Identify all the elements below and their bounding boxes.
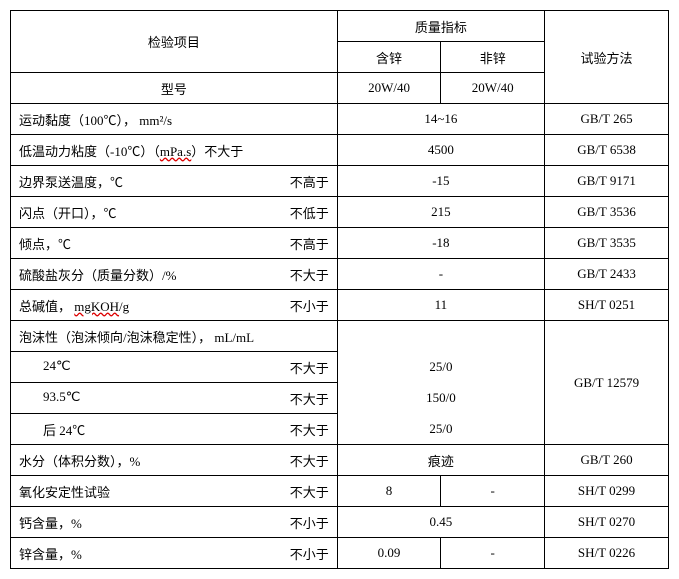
foam-method: GB/T 12579 [545,321,669,445]
header-nonzinc: 非锌 [441,42,545,73]
item-method: GB/T 260 [545,445,669,476]
item-method: GB/T 6538 [545,135,669,166]
item-value: -15 [337,166,544,197]
foam-title: 泡沫性（泡沫倾向/泡沫稳定性）， mL/mL [11,321,338,352]
table-row: 硫酸盐灰分（质量分数）/% 不大于 - GB/T 2433 [11,259,669,290]
table-row: 闪点（开口），℃ 不低于 215 GB/T 3536 [11,197,669,228]
table-row: 边界泵送温度，℃ 不高于 -15 GB/T 9171 [11,166,669,197]
item-value: -18 [337,228,544,259]
table-row: 运动黏度（100℃）， mm²/s 14~16 GB/T 265 [11,104,669,135]
item-value-1: 8 [337,476,441,507]
header-quality: 质量指标 [337,11,544,42]
item-method: GB/T 9171 [545,166,669,197]
item-value: - [337,259,544,290]
item-value-2: - [441,538,545,569]
item-name: 钙含量，% 不小于 [11,507,338,538]
foam-value: 25/0 [337,414,544,445]
item-method: GB/T 265 [545,104,669,135]
foam-item: 后 24℃ 不大于 [11,414,338,445]
item-method: SH/T 0251 [545,290,669,321]
foam-value: 150/0 [337,383,544,414]
item-method: SH/T 0299 [545,476,669,507]
item-method: GB/T 2433 [545,259,669,290]
item-method: GB/T 3536 [545,197,669,228]
item-name: 低温动力粘度（-10℃）（mPa.s）不大于 [11,135,338,166]
item-method: SH/T 0270 [545,507,669,538]
item-name: 硫酸盐灰分（质量分数）/% 不大于 [11,259,338,290]
table-row: 钙含量，% 不小于 0.45 SH/T 0270 [11,507,669,538]
table-row: 低温动力粘度（-10℃）（mPa.s）不大于 4500 GB/T 6538 [11,135,669,166]
item-value: 215 [337,197,544,228]
header-m2: 20W/40 [441,73,545,104]
item-value: 11 [337,290,544,321]
item-value: 痕迹 [337,445,544,476]
item-value: 14~16 [337,104,544,135]
header-item: 检验项目 [11,11,338,73]
item-method: SH/T 0226 [545,538,669,569]
item-value-2: - [441,476,545,507]
spec-table: 检验项目 质量指标 试验方法 含锌 非锌 型号 20W/40 20W/40 运动… [10,10,669,569]
item-value: 4500 [337,135,544,166]
header-zinc: 含锌 [337,42,441,73]
table-row: 水分（体积分数），% 不大于 痕迹 GB/T 260 [11,445,669,476]
item-name: 氧化安定性试验 不大于 [11,476,338,507]
header-model: 型号 [11,73,338,104]
item-value: 0.45 [337,507,544,538]
header-method: 试验方法 [545,11,669,104]
table-row: 锌含量，% 不小于 0.09 - SH/T 0226 [11,538,669,569]
item-name: 水分（体积分数），% 不大于 [11,445,338,476]
foam-row-title: 泡沫性（泡沫倾向/泡沫稳定性）， mL/mL GB/T 12579 [11,321,669,352]
item-value-1: 0.09 [337,538,441,569]
item-name: 闪点（开口），℃ 不低于 [11,197,338,228]
item-method: GB/T 3535 [545,228,669,259]
header-row-1: 检验项目 质量指标 试验方法 [11,11,669,42]
item-name: 边界泵送温度，℃ 不高于 [11,166,338,197]
table-row: 总碱值， mgKOH/g 不小于 11 SH/T 0251 [11,290,669,321]
table-row: 氧化安定性试验 不大于 8 - SH/T 0299 [11,476,669,507]
item-name: 总碱值， mgKOH/g 不小于 [11,290,338,321]
foam-value: 25/0 [337,352,544,383]
table-row: 倾点，℃ 不高于 -18 GB/T 3535 [11,228,669,259]
foam-item: 93.5℃ 不大于 [11,383,338,414]
item-name: 运动黏度（100℃）， mm²/s [11,104,338,135]
item-name: 倾点，℃ 不高于 [11,228,338,259]
header-m1: 20W/40 [337,73,441,104]
item-name: 锌含量，% 不小于 [11,538,338,569]
foam-empty [337,321,544,352]
foam-item: 24℃ 不大于 [11,352,338,383]
